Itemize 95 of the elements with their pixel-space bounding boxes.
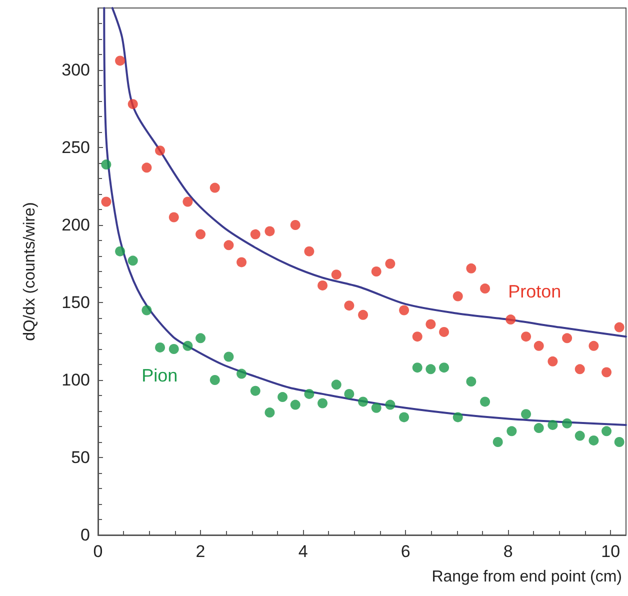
x-tick-label: 8 [503, 542, 513, 561]
point [236, 368, 247, 379]
point [574, 430, 585, 441]
y-tick-label: 250 [62, 138, 90, 157]
point [562, 418, 572, 428]
point [128, 256, 138, 266]
point [168, 344, 179, 354]
point [304, 246, 314, 256]
y-tick-label: 50 [71, 448, 90, 467]
point [521, 332, 532, 342]
point [210, 182, 220, 193]
point [264, 408, 275, 418]
point [371, 266, 382, 276]
point [358, 396, 368, 407]
x-tick-label: 4 [298, 542, 308, 561]
point [439, 362, 450, 373]
series-label: Pion [142, 365, 178, 386]
point [385, 400, 396, 410]
x-tick-label: 0 [93, 542, 103, 561]
point [101, 160, 112, 170]
series-label: Proton [508, 282, 562, 302]
point [521, 409, 532, 420]
point [588, 340, 599, 351]
x-tick-label: 6 [400, 542, 410, 561]
point [344, 300, 354, 311]
point [412, 362, 422, 373]
point [452, 291, 463, 302]
point [224, 352, 234, 362]
point [101, 196, 112, 207]
point [358, 310, 368, 320]
y-tick-label: 300 [62, 60, 90, 80]
x-tick-label: 2 [196, 542, 206, 561]
point [480, 396, 490, 407]
point [614, 322, 624, 332]
point [278, 392, 288, 402]
point [115, 246, 126, 256]
y-tick-label: 0 [80, 526, 90, 544]
point [534, 423, 544, 434]
point [264, 226, 275, 236]
point [290, 400, 300, 410]
point [344, 388, 354, 399]
point [385, 258, 396, 269]
point [399, 412, 410, 422]
point [250, 386, 260, 396]
line-series [111, 7, 627, 338]
point [196, 333, 206, 344]
point [426, 319, 436, 330]
point [588, 435, 599, 446]
point [331, 380, 342, 390]
point [142, 162, 152, 173]
point [426, 364, 436, 374]
point [290, 220, 300, 230]
point [506, 426, 517, 436]
point [236, 257, 247, 268]
point [182, 196, 193, 207]
point [304, 388, 314, 399]
point [466, 263, 476, 274]
point [168, 212, 179, 222]
point [439, 326, 450, 337]
point [318, 280, 328, 290]
point [224, 240, 234, 250]
point [371, 402, 382, 413]
point [534, 340, 544, 351]
y-tick-label: 100 [62, 370, 90, 390]
point [480, 284, 490, 294]
point [614, 437, 624, 447]
point [602, 367, 612, 378]
point [182, 340, 193, 351]
line-series [103, 7, 627, 426]
point [412, 332, 422, 342]
point [250, 229, 260, 240]
point [466, 376, 476, 387]
point [318, 398, 328, 408]
point [574, 364, 585, 374]
point [562, 333, 572, 344]
point [115, 56, 126, 66]
point [196, 229, 206, 240]
point [506, 314, 516, 325]
point [548, 420, 558, 430]
point [155, 146, 166, 156]
x-axis-title: Range from end point (cm) [432, 568, 622, 586]
y-tick-label: 200 [62, 216, 90, 234]
point [155, 342, 166, 352]
point [399, 305, 410, 316]
y-axis-title: dQ/dx (counts/wire) [22, 202, 38, 341]
y-tick-label: 150 [62, 293, 90, 312]
point [548, 356, 558, 366]
point [492, 437, 503, 447]
point [452, 412, 463, 422]
x-tick-label: 10 [601, 542, 620, 561]
point [331, 270, 342, 280]
point [602, 426, 612, 436]
point [128, 99, 138, 110]
point [142, 305, 152, 316]
point [210, 375, 220, 385]
